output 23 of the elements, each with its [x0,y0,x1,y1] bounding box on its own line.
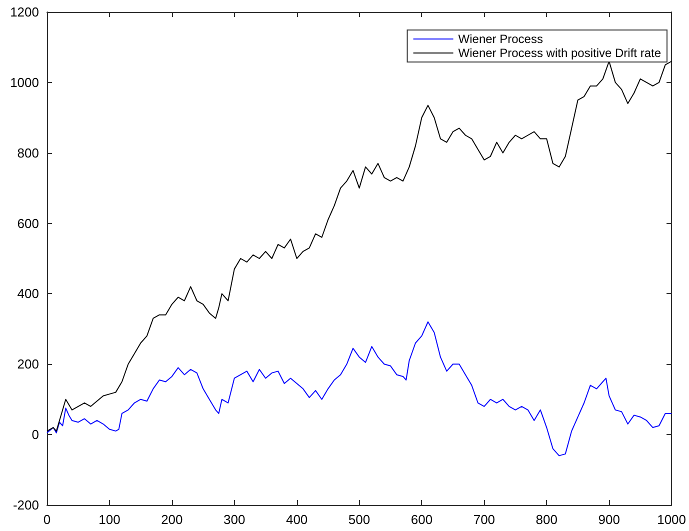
line-series [46,60,672,432]
line-series [46,321,672,456]
x-tick-label: 1000 [657,512,686,527]
legend-label: Wiener Process [458,32,543,46]
x-tick-label: 200 [161,512,183,527]
legend-label: Wiener Process with positive Drift rate [458,46,662,60]
x-tick-label: 0 [43,512,51,527]
x-tick-label: 900 [598,512,620,527]
y-tick-label: -200 [12,498,39,512]
x-tick-label: 600 [410,512,433,527]
x-tick-label: 800 [536,512,558,527]
y-tick-label: 600 [17,216,39,231]
y-tick-label: 1000 [10,74,39,90]
y-tick-label: 200 [17,356,39,372]
x-tick-label: 300 [224,512,246,527]
y-tick-label: 400 [17,286,39,302]
y-tick-label: 800 [17,145,39,160]
x-tick-label: 100 [98,512,120,527]
y-tick-label: 0 [32,427,39,442]
x-tick-label: 400 [286,512,308,527]
y-tick-label: 1200 [10,4,39,20]
x-tick-label: 500 [348,512,370,527]
x-tick-label: 700 [473,512,496,527]
